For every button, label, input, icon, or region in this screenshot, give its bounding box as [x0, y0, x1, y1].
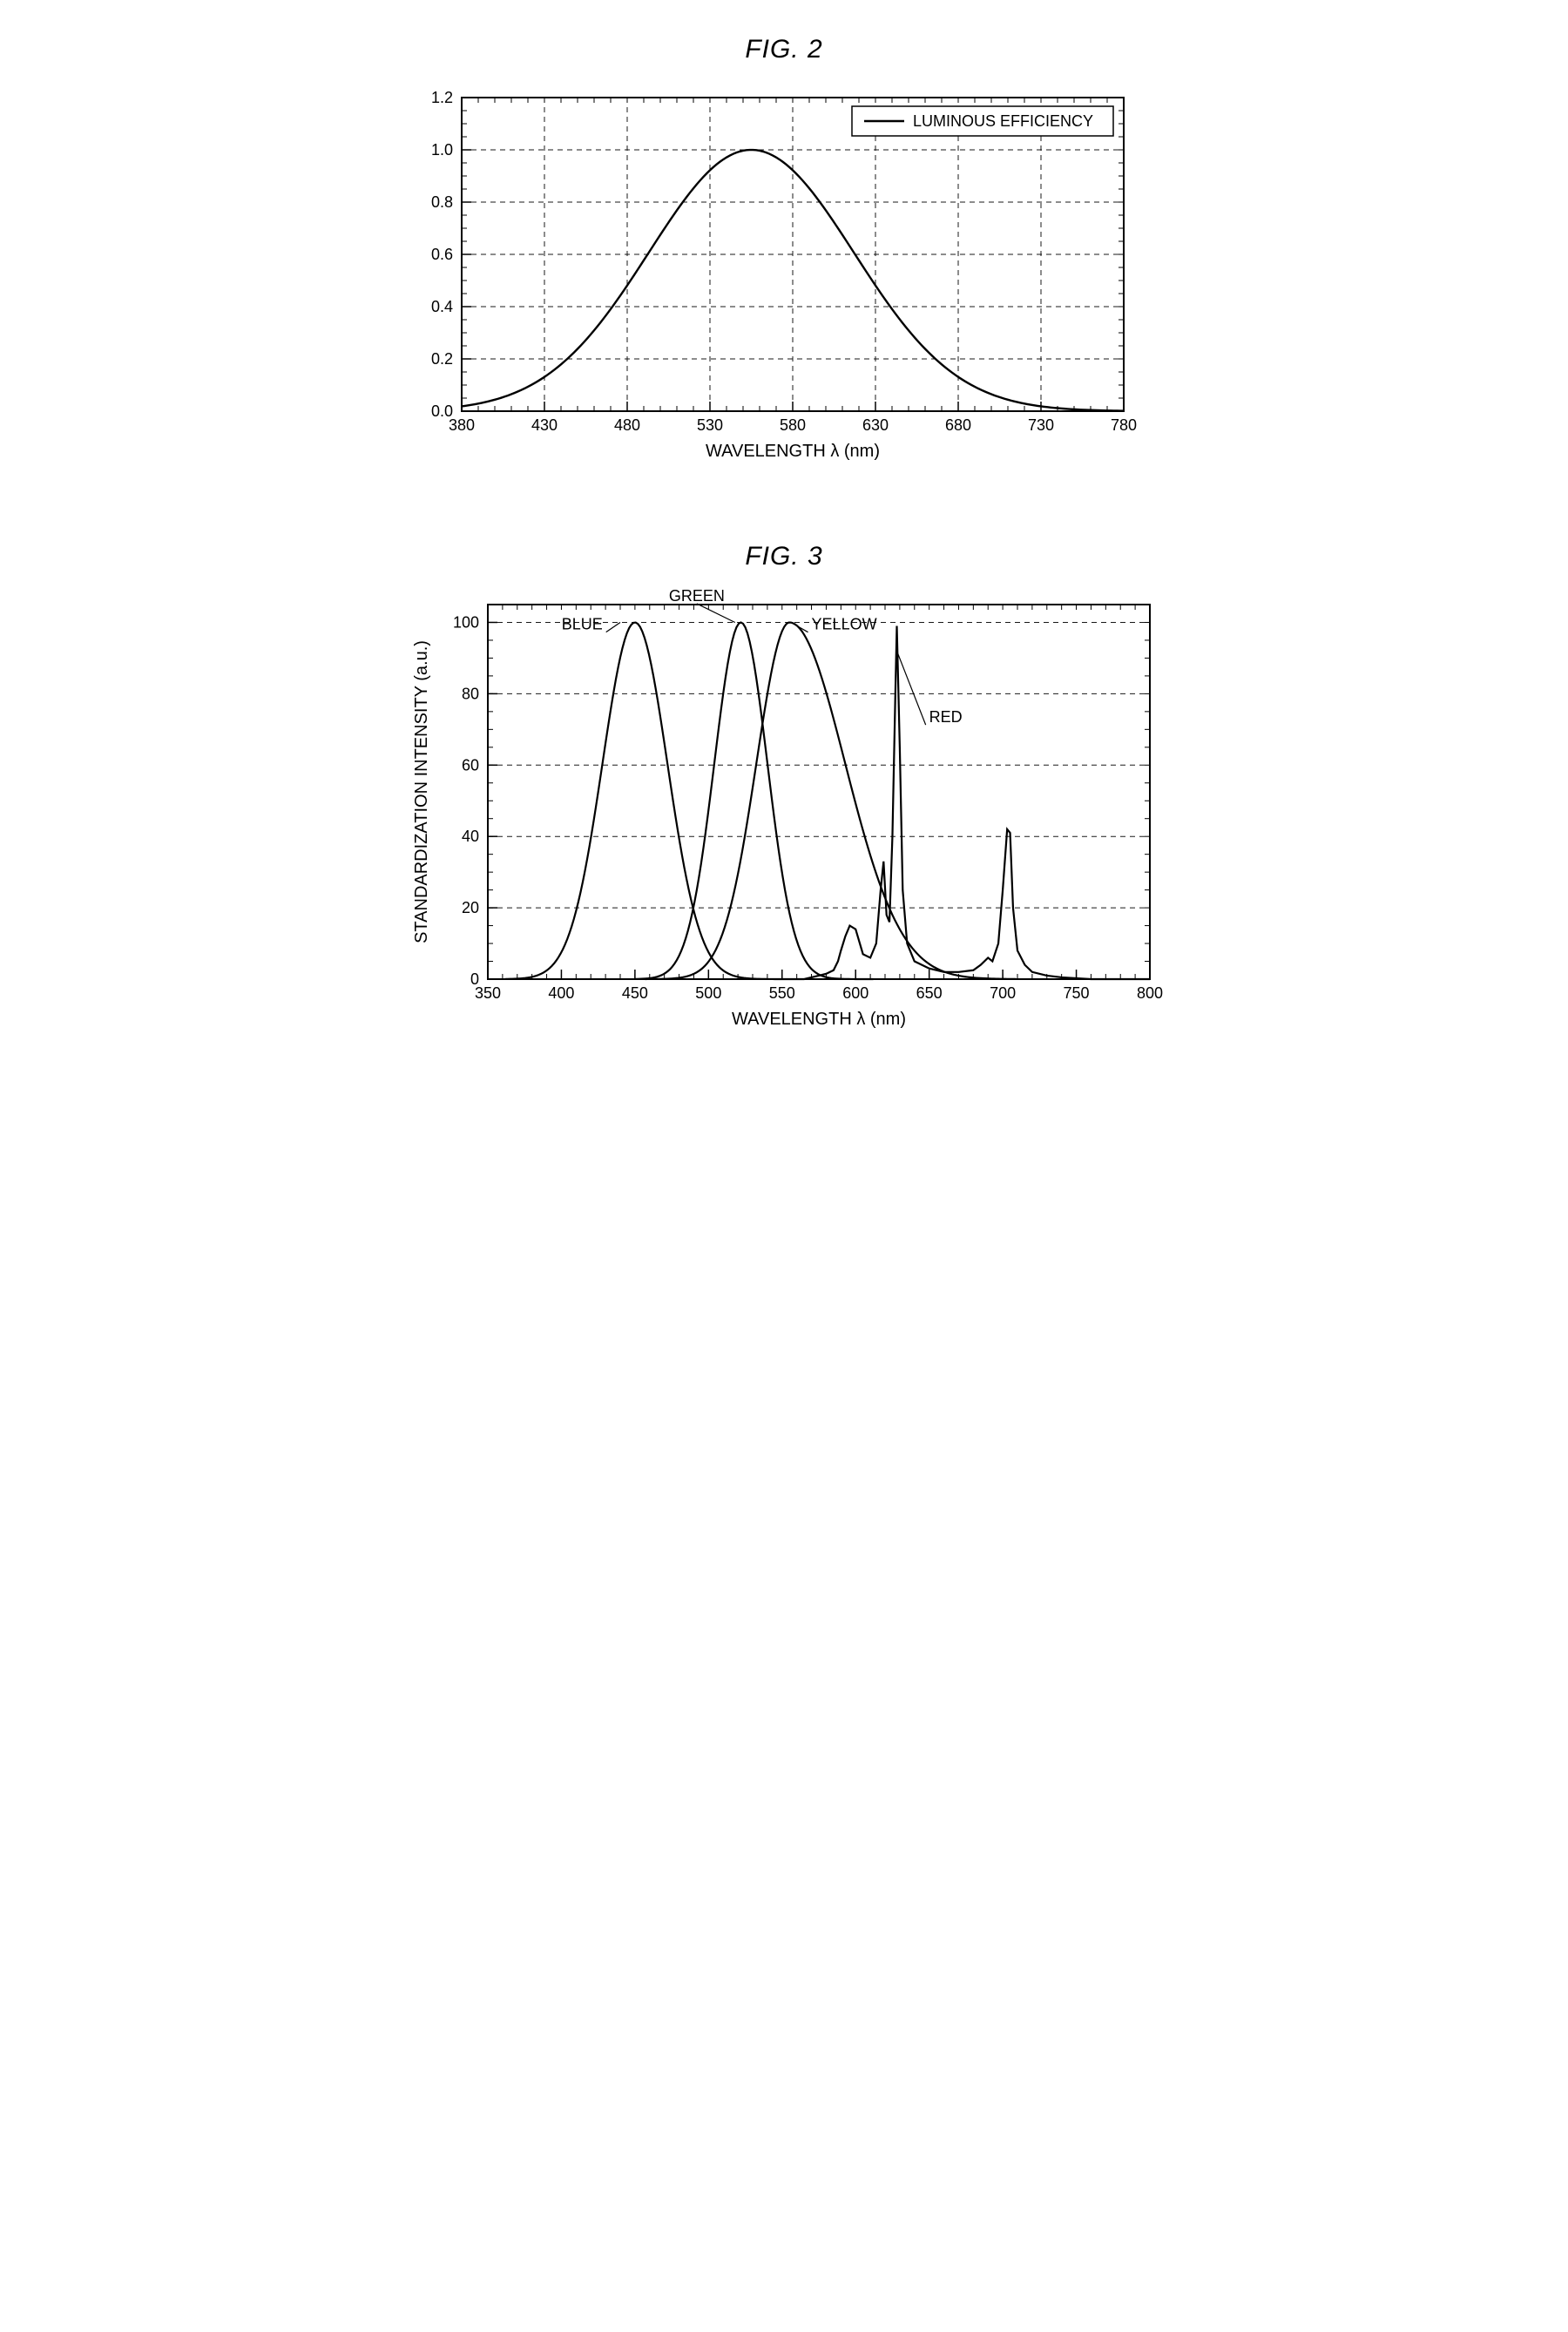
figure-3-title: FIG. 3	[392, 542, 1176, 571]
svg-text:GREEN: GREEN	[669, 587, 725, 605]
svg-text:500: 500	[695, 984, 721, 1002]
svg-text:0.2: 0.2	[431, 350, 453, 368]
svg-text:1.2: 1.2	[431, 89, 453, 106]
svg-text:BLUE: BLUE	[562, 616, 603, 633]
svg-text:60: 60	[462, 756, 479, 774]
figure-2-block: FIG. 2 3804304805305806306807307800.00.2…	[392, 35, 1176, 472]
svg-text:0.4: 0.4	[431, 298, 453, 315]
figure-2-title: FIG. 2	[392, 35, 1176, 64]
svg-text:530: 530	[697, 416, 723, 434]
svg-text:730: 730	[1028, 416, 1054, 434]
svg-text:400: 400	[548, 984, 574, 1002]
svg-text:0: 0	[470, 970, 479, 988]
svg-text:580: 580	[780, 416, 806, 434]
svg-text:80: 80	[462, 685, 479, 702]
svg-text:0.6: 0.6	[431, 246, 453, 263]
figure-2-chart: 3804304805305806306807307800.00.20.40.60…	[392, 80, 1141, 472]
svg-text:0.0: 0.0	[431, 402, 453, 420]
svg-text:800: 800	[1137, 984, 1163, 1002]
svg-text:WAVELENGTH λ (nm): WAVELENGTH λ (nm)	[706, 442, 880, 461]
svg-text:1.0: 1.0	[431, 141, 453, 159]
svg-text:450: 450	[622, 984, 648, 1002]
svg-text:780: 780	[1111, 416, 1137, 434]
svg-text:680: 680	[945, 416, 971, 434]
svg-text:650: 650	[916, 984, 943, 1002]
svg-text:0.8: 0.8	[431, 193, 453, 211]
svg-text:430: 430	[531, 416, 558, 434]
svg-text:630: 630	[862, 416, 889, 434]
svg-text:550: 550	[769, 984, 795, 1002]
figure-3-chart: 3504004505005506006507007508000204060801…	[392, 587, 1167, 1040]
svg-text:RED: RED	[929, 708, 963, 726]
svg-text:480: 480	[614, 416, 640, 434]
svg-text:100: 100	[453, 613, 479, 631]
svg-text:YELLOW: YELLOW	[812, 616, 877, 633]
figure-3-block: FIG. 3 350400450500550600650700750800020…	[392, 542, 1176, 1040]
svg-text:LUMINOUS EFFICIENCY: LUMINOUS EFFICIENCY	[913, 112, 1093, 130]
svg-text:750: 750	[1064, 984, 1090, 1002]
svg-text:WAVELENGTH λ (nm): WAVELENGTH λ (nm)	[732, 1010, 906, 1029]
svg-text:20: 20	[462, 899, 479, 916]
svg-text:STANDARDIZATION INTENSITY (a.u: STANDARDIZATION INTENSITY (a.u.)	[412, 640, 431, 943]
svg-text:700: 700	[990, 984, 1016, 1002]
svg-text:600: 600	[842, 984, 868, 1002]
svg-text:40: 40	[462, 828, 479, 845]
